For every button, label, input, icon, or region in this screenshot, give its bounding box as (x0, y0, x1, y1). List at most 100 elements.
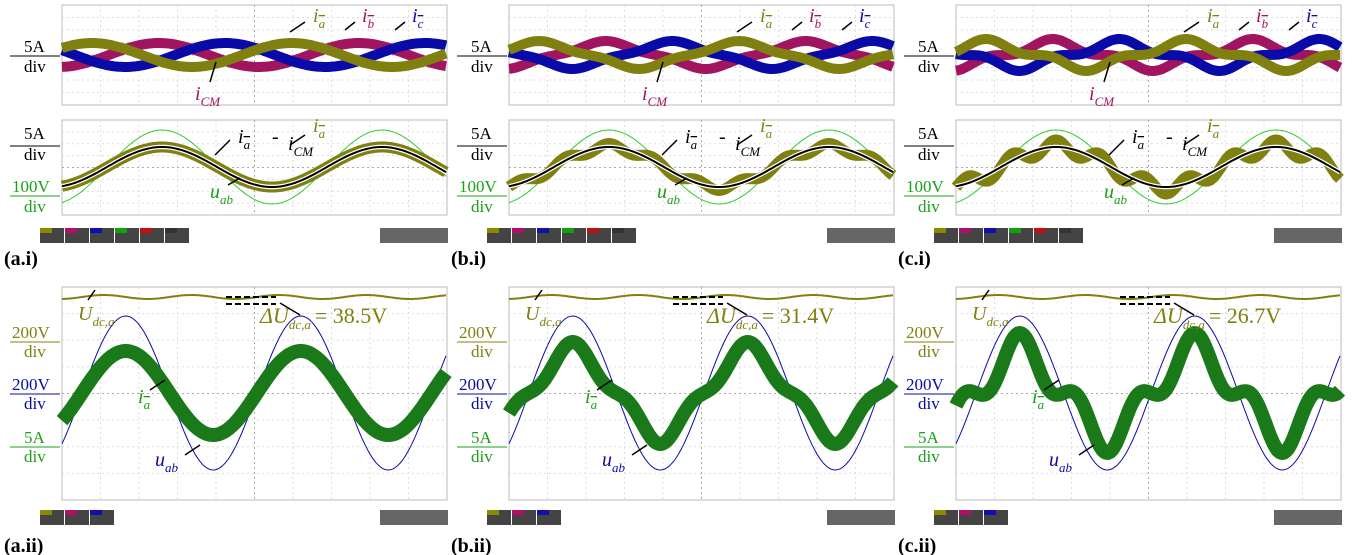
var-sub: ab (220, 192, 234, 207)
tb-head (40, 510, 52, 515)
scale: div (24, 394, 46, 413)
var-base: u (155, 449, 165, 471)
minus: - (272, 126, 279, 148)
var-sub: CM (741, 144, 762, 159)
panel-label: (a.i) (4, 248, 38, 270)
scale: 5A (24, 37, 46, 56)
scale: div (24, 197, 46, 216)
tb-head (612, 228, 624, 233)
panel-label: (c.i) (898, 248, 931, 270)
scale: div (471, 447, 493, 466)
tb-right (1274, 510, 1342, 525)
var-sub: b (1262, 16, 1269, 31)
tb-head (934, 228, 946, 233)
tb-head (1059, 228, 1071, 233)
scale: 200V (12, 323, 51, 342)
scale: 5A (471, 124, 493, 143)
tb-head (65, 510, 77, 515)
panel-label: (b.i) (451, 248, 486, 270)
delta-sub: dc,a (289, 317, 312, 332)
var-sub: CM (1095, 94, 1116, 109)
tb-head (487, 228, 499, 233)
var-sub: ab (165, 460, 179, 475)
tb-head (115, 228, 127, 233)
tb-head (90, 228, 102, 233)
scale: 5A (471, 428, 493, 447)
tb-head (984, 228, 996, 233)
scale: div (471, 342, 493, 361)
delta-sub: dc,a (736, 317, 759, 332)
tb-head (512, 510, 524, 515)
tb-head (537, 228, 549, 233)
var-sub: c (418, 16, 424, 31)
tb-head (65, 228, 77, 233)
var-sub: ab (1114, 192, 1128, 207)
var-sub: CM (648, 94, 669, 109)
tb-head (487, 510, 499, 515)
scale: div (471, 145, 493, 164)
tb-head (587, 228, 599, 233)
ripple-value: = 38.5V (315, 303, 387, 328)
panel-label: (b.ii) (451, 535, 492, 555)
var-sub: dc,a (539, 314, 562, 329)
scale: 200V (906, 323, 945, 342)
scale: div (471, 197, 493, 216)
tb-head (90, 510, 102, 515)
var-sub: a (319, 16, 326, 31)
scale: div (24, 57, 46, 76)
var-sub: a (766, 16, 773, 31)
scale: 200V (459, 375, 498, 394)
scale: 200V (12, 375, 51, 394)
var-sub: a (319, 126, 326, 141)
tb-right (827, 510, 895, 525)
figure: 5AdiviaibiciCM5Adiv100Vdivia-iCMiauab(a.… (0, 0, 1355, 555)
scale: div (918, 394, 940, 413)
tb-head (959, 510, 971, 515)
ripple-value: = 26.7V (1209, 303, 1281, 328)
scale: 100V (459, 177, 498, 196)
ripple-label: ΔUdc,a= 26.7V (1153, 303, 1281, 332)
tb-head (562, 228, 574, 233)
scale: 5A (471, 37, 493, 56)
scale: 5A (918, 124, 940, 143)
tb-right (827, 228, 895, 243)
scale: 100V (12, 177, 51, 196)
scale: 100V (906, 177, 945, 196)
var-sub: a (1213, 16, 1220, 31)
var-sub: b (815, 16, 822, 31)
scale: 5A (918, 37, 940, 56)
tb-head (1009, 228, 1021, 233)
var-base: u (657, 181, 667, 203)
var-sub: ab (612, 460, 626, 475)
tb-head (1034, 228, 1046, 233)
scale: 200V (906, 375, 945, 394)
var-base: u (1049, 449, 1059, 471)
var-sub: CM (1188, 144, 1209, 159)
ripple-label: ΔUdc,a= 38.5V (259, 303, 387, 332)
var-sub: c (1312, 16, 1318, 31)
var-base: u (1104, 181, 1114, 203)
var-sub: a (691, 137, 698, 152)
scale: div (24, 342, 46, 361)
var-sub: a (244, 137, 251, 152)
ripple-value: = 31.4V (762, 303, 834, 328)
var-sub: a (1038, 397, 1045, 412)
scale: div (918, 57, 940, 76)
var-sub: ab (667, 192, 681, 207)
tb-head (537, 510, 549, 515)
scale: div (918, 145, 940, 164)
panel-label: (c.ii) (898, 535, 936, 555)
scale: div (24, 447, 46, 466)
tb-head (959, 228, 971, 233)
tb-head (40, 228, 52, 233)
var-base: u (210, 181, 220, 203)
ripple-label: ΔUdc,a= 31.4V (706, 303, 834, 332)
scale: 5A (24, 428, 46, 447)
tb-head (934, 510, 946, 515)
tb-head (140, 228, 152, 233)
scale: div (918, 197, 940, 216)
tb-head (512, 228, 524, 233)
var-sub: dc,a (92, 314, 115, 329)
var-sub: a (144, 397, 151, 412)
var-sub: CM (201, 94, 222, 109)
